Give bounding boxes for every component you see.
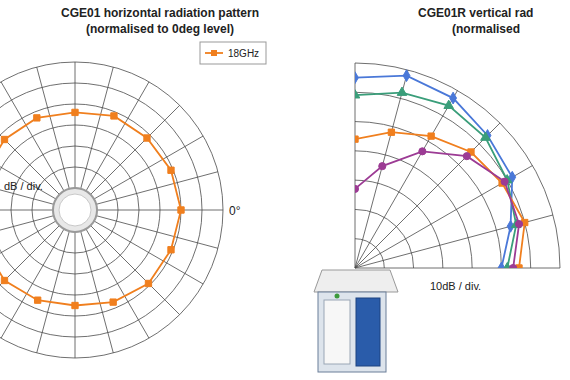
subtitle: (normalised to 0deg level) [86, 22, 234, 36]
series-marker [111, 113, 117, 119]
series-marker [110, 299, 116, 305]
device-pedestal [314, 270, 398, 292]
title: CGE01R vertical rad [418, 6, 533, 20]
chart-canvas: CGE01 horizontal radiation pattern (norma… [0, 0, 570, 380]
grid-ring [355, 92, 531, 268]
series-marker [388, 129, 394, 135]
grid-spoke [94, 221, 203, 284]
annotation: 0° [229, 204, 241, 218]
series-marker [510, 264, 517, 271]
series-marker [178, 207, 184, 213]
series-marker [34, 297, 40, 303]
series-line [355, 132, 525, 268]
grid-ring [355, 63, 560, 268]
grid-spoke [0, 221, 56, 284]
series-marker [34, 115, 40, 121]
device-panel [324, 300, 350, 364]
device-body [318, 292, 386, 372]
grid [355, 63, 560, 268]
grid-spoke [86, 229, 149, 338]
polar-chart: CGE01 horizontal radiation pattern (norma… [0, 6, 266, 358]
series-marker [428, 133, 434, 139]
grid-spoke [37, 67, 70, 189]
grid-spoke [94, 136, 203, 199]
series-marker [379, 163, 386, 170]
grid-spoke [75, 62, 76, 188]
series-marker [72, 302, 78, 308]
grid-spoke [355, 70, 408, 268]
grid-spoke [75, 232, 76, 358]
grid-spoke [91, 226, 180, 315]
series-marker [444, 100, 454, 108]
series-marker [144, 135, 150, 141]
axis-label: 10dB / div. [430, 280, 481, 292]
series-marker [145, 280, 151, 286]
grid-spoke [96, 172, 218, 205]
subtitle: (normalised [452, 22, 520, 36]
series-marker [351, 185, 358, 192]
series-line [355, 93, 516, 268]
series-marker [397, 87, 407, 95]
series-line [355, 151, 519, 268]
series-marker [419, 148, 426, 155]
grid-spoke [96, 216, 218, 249]
series-marker [350, 90, 360, 98]
series-marker [403, 70, 410, 82]
plot-area [0, 109, 184, 308]
device-icon [314, 270, 398, 372]
series-marker [352, 136, 358, 142]
grid-spoke [0, 172, 54, 205]
grid-spoke [97, 210, 223, 211]
grid [0, 62, 223, 358]
grid-spoke [355, 123, 500, 268]
grid-ring [53, 188, 97, 232]
grid-spoke [0, 105, 59, 194]
grid-ring [355, 122, 501, 268]
series-marker [481, 132, 491, 140]
grid-ring [0, 62, 223, 358]
series-marker [352, 72, 359, 84]
hub-inner [59, 194, 91, 226]
legend-marker [211, 50, 217, 56]
grid-spoke [0, 216, 54, 249]
grid-spoke [81, 231, 114, 353]
axis-label: dB / div. [4, 180, 43, 192]
grid-spoke [0, 210, 53, 211]
series-marker [450, 92, 457, 104]
grid-spoke [81, 67, 114, 189]
plot-area [350, 70, 528, 274]
series-line [0, 112, 181, 305]
series-marker [463, 153, 470, 160]
series-marker [168, 247, 174, 253]
grid-spoke [91, 105, 180, 194]
series-marker [72, 109, 78, 115]
series-marker [168, 167, 174, 173]
grid-spoke [355, 215, 553, 268]
device-panel [356, 298, 380, 366]
grid-spoke [355, 268, 560, 269]
grid-spoke [0, 136, 56, 199]
grid-spoke [355, 90, 458, 268]
title: CGE01 horizontal radiation pattern [61, 6, 259, 20]
legend-box [200, 42, 266, 64]
series-marker [1, 136, 7, 142]
grid-spoke [37, 231, 70, 353]
hub [53, 188, 97, 232]
grid-spoke [355, 166, 533, 269]
series-marker [516, 265, 522, 271]
device-led [335, 294, 340, 299]
series-marker [1, 277, 7, 283]
polar-chart: CGE01R vertical rad (normalised 10dB / div… [314, 6, 560, 372]
series-marker [516, 220, 523, 227]
grid-spoke [86, 82, 149, 191]
legend-label: 18GHz [228, 48, 259, 59]
legend: 18GHz [200, 42, 266, 64]
series-marker [501, 178, 508, 185]
